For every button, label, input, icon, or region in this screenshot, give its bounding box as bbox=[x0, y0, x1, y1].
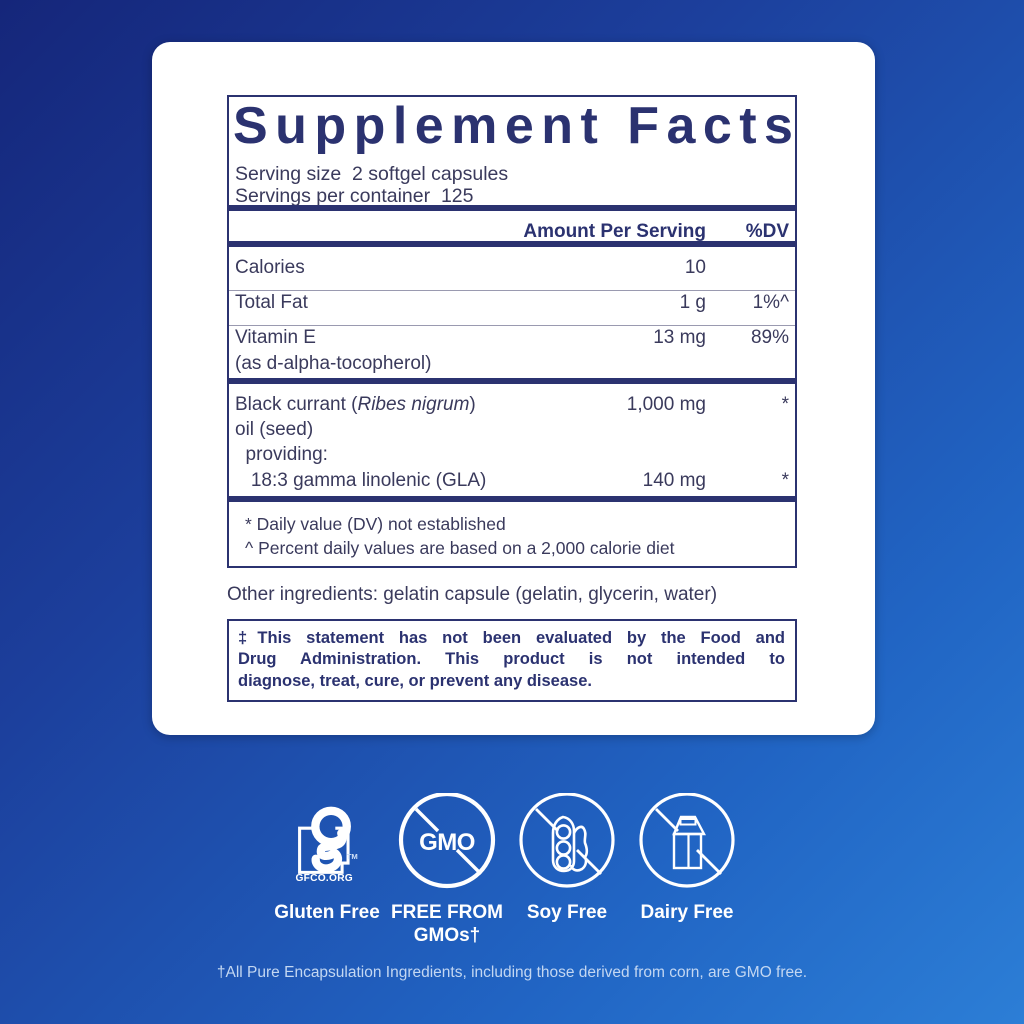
svg-text:GFCO.ORG: GFCO.ORG bbox=[295, 873, 353, 884]
svg-text:GMO: GMO bbox=[419, 829, 475, 856]
svg-text:TM: TM bbox=[347, 852, 358, 861]
